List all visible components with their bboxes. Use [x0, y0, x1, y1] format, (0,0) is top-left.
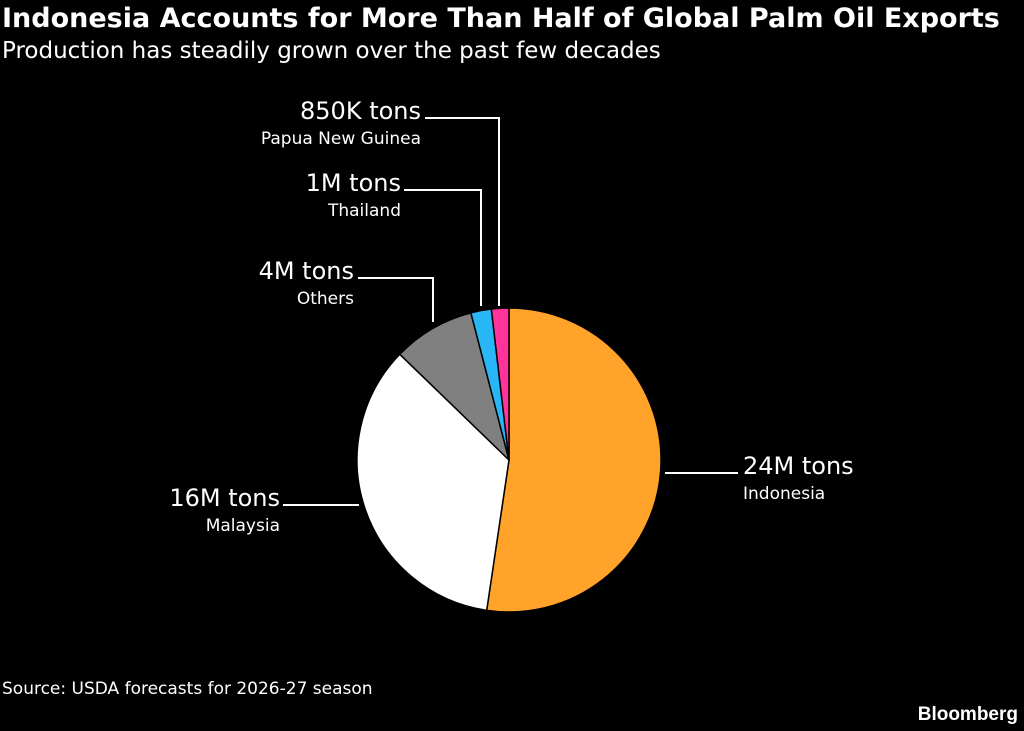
- category-label-thailand: Thailand: [327, 201, 401, 221]
- leader-line-thailand: [404, 189, 482, 306]
- chart-title: Indonesia Accounts for More Than Half of…: [2, 3, 1000, 34]
- pie-slice-papua-new-guinea: [490, 307, 510, 461]
- pie-slice-others: [399, 312, 510, 461]
- category-label-indonesia: Indonesia: [743, 484, 825, 504]
- pie-slice-malaysia: [356, 353, 510, 612]
- pie-slice-indonesia: [485, 307, 662, 613]
- value-label-papua-new-guinea: 850K tons: [300, 97, 421, 125]
- source-note: Source: USDA forecasts for 2026-27 seaso…: [2, 679, 373, 699]
- value-label-thailand: 1M tons: [306, 169, 401, 197]
- value-label-malaysia: 16M tons: [169, 484, 280, 512]
- chart-subtitle: Production has steadily grown over the p…: [2, 38, 661, 64]
- value-label-indonesia: 24M tons: [743, 452, 854, 480]
- leader-line-others: [358, 277, 434, 322]
- category-label-malaysia: Malaysia: [206, 516, 280, 536]
- category-label-papua-new-guinea: Papua New Guinea: [261, 129, 421, 149]
- category-label-others: Others: [297, 289, 354, 309]
- value-label-others: 4M tons: [259, 257, 354, 285]
- bloomberg-logo: Bloomberg: [917, 704, 1018, 725]
- leader-line-papua-new-guinea: [425, 117, 500, 306]
